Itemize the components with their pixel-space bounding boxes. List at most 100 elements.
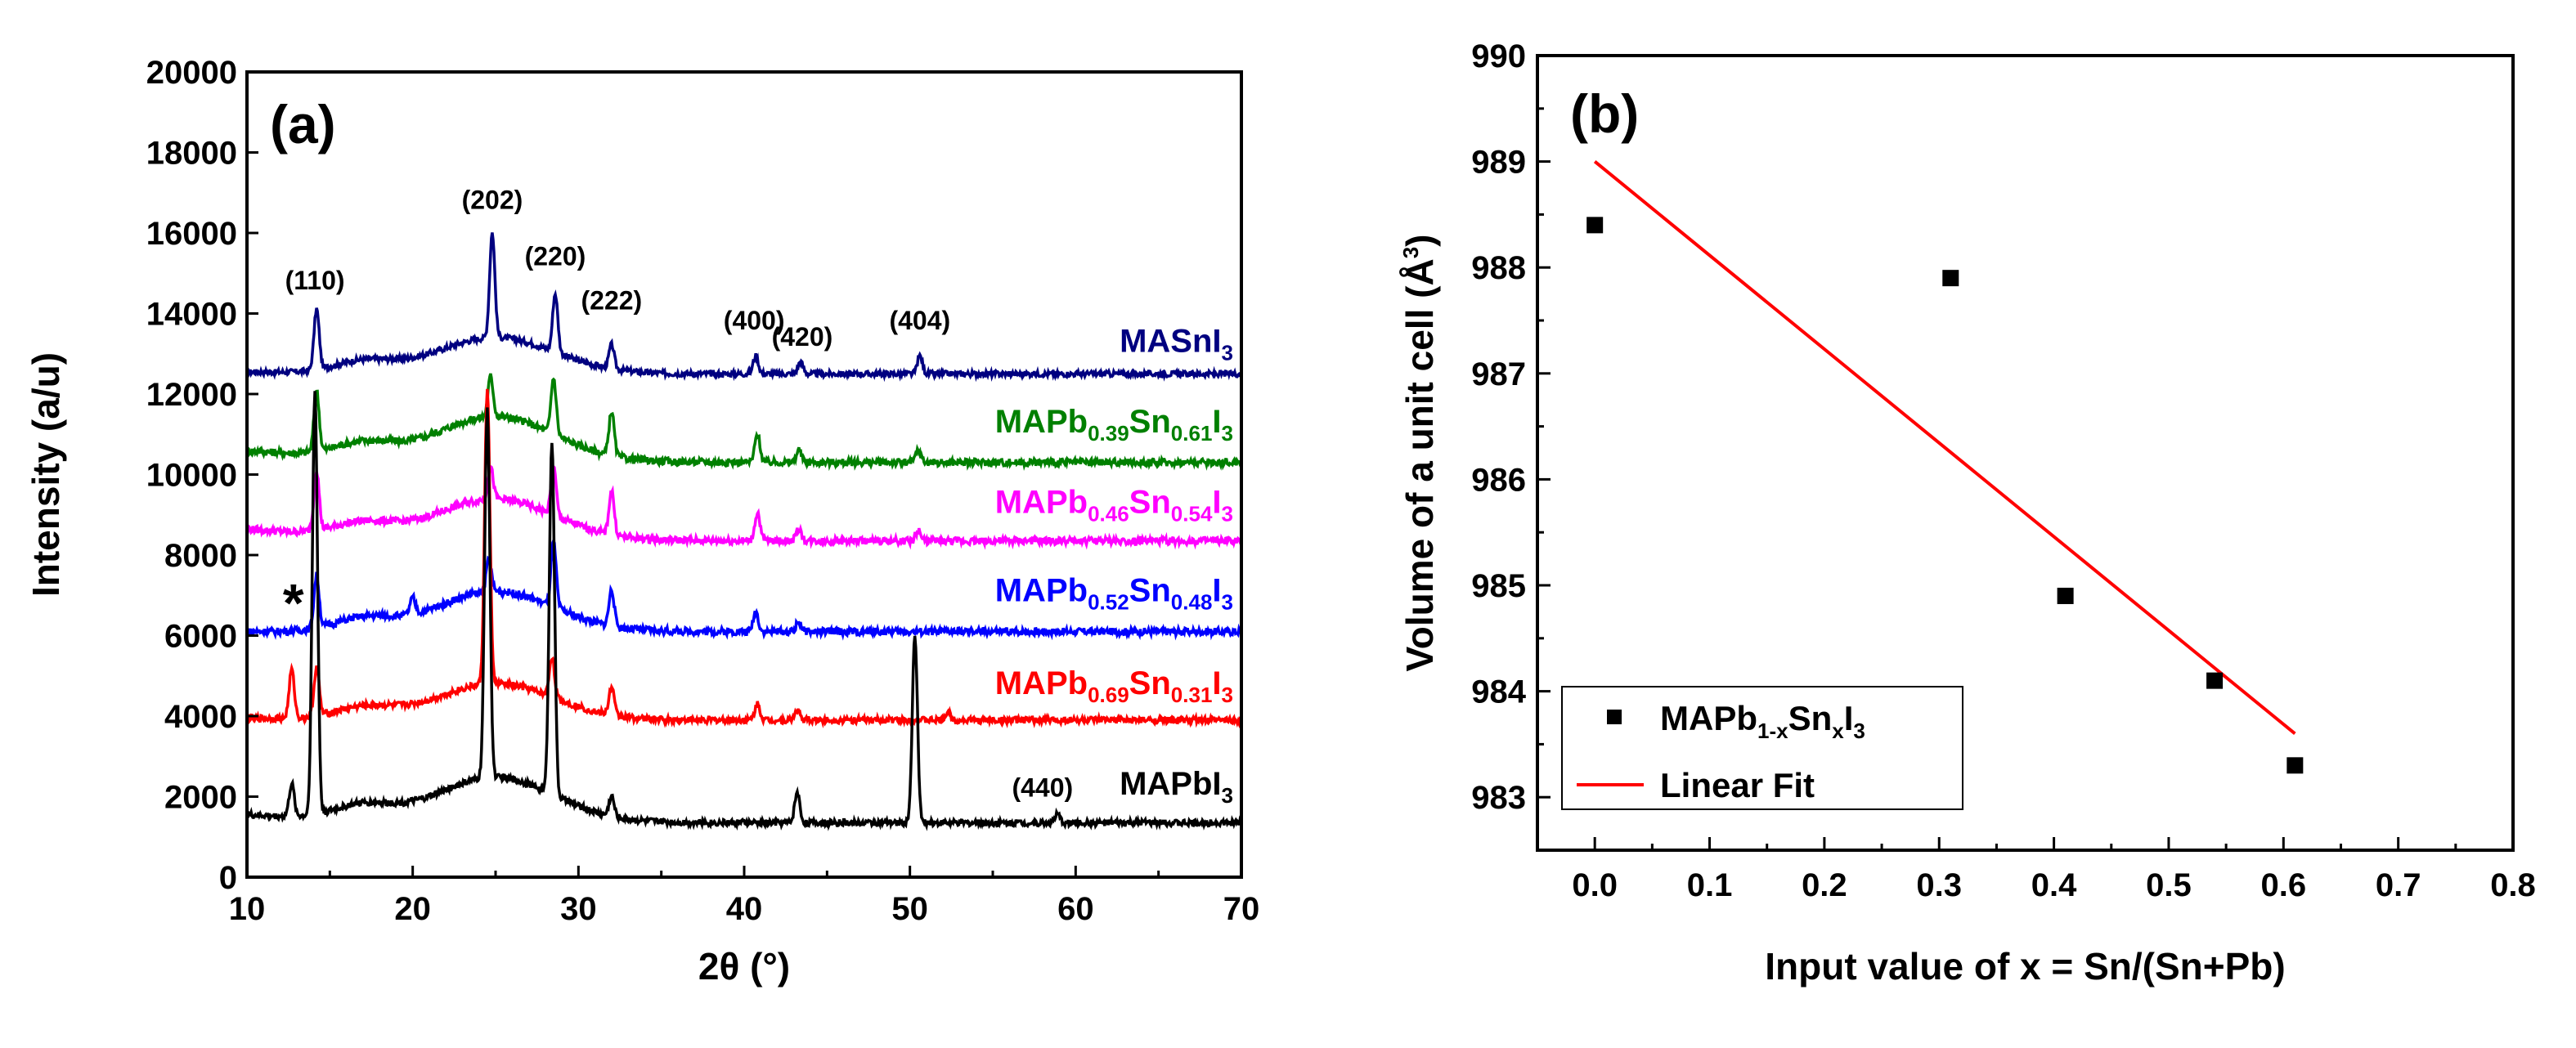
peak-label: (222) (581, 286, 643, 316)
series-label: MAPb0.46Sn0.54I3 (995, 484, 1233, 526)
y-axis-title-b: Volume of a unit cell (Å3) (1398, 235, 1441, 672)
linear-fit-line (1593, 160, 2296, 735)
peak-label: (400) (724, 306, 785, 335)
y-tick-label: 0 (219, 860, 237, 896)
x-tick-label: 0.0 (1572, 867, 1618, 903)
legend-label-points-part: MAPb (1660, 699, 1757, 737)
x-tick-label: 40 (726, 891, 763, 927)
y-tick-label: 14000 (146, 297, 237, 333)
data-point (1942, 270, 1959, 287)
legend-label-points-part: Sn (1788, 699, 1833, 737)
series-label-sub: 0.46 (1088, 501, 1129, 526)
series-label-part: I (1212, 404, 1221, 440)
series-label-part: Sn (1129, 484, 1171, 520)
legend-label-points-sub: 3 (1853, 719, 1865, 743)
y-title-end: ) (1398, 235, 1441, 247)
series-label: MAPbI3 (1120, 766, 1233, 808)
data-point (1586, 217, 1604, 234)
x-tick-label: 60 (1057, 891, 1094, 927)
x-axis-title-b: Input value of x = Sn/(Sn+Pb) (1765, 945, 2285, 988)
legend-label-points-sub: 1-x (1757, 719, 1788, 743)
series-label-sub: 0.69 (1088, 683, 1129, 707)
peak-label: (420) (772, 322, 833, 352)
y-tick-label: 18000 (146, 136, 237, 172)
series-label-sub: 3 (1222, 590, 1233, 615)
series-label: MAPb0.69Sn0.31I3 (995, 665, 1233, 707)
y-tick-label: 4000 (164, 699, 237, 735)
series-label-sub: 0.31 (1171, 683, 1213, 707)
x-tick-label: 0.1 (1687, 867, 1733, 903)
panel-b: 0.0 0.1 0.2 0.3 0.4 0.5 0.6 0.7 0.8 983 984 985 986 9… (1398, 38, 2536, 988)
xrd-trace-MAPb0.69Sn0.31I3 (245, 388, 1243, 729)
x-axis-title-a: 2θ (°) (698, 945, 790, 988)
peak-label: (202) (462, 185, 523, 214)
y-tick-label: 983 (1471, 780, 1526, 816)
y-title-sup: 3 (1398, 247, 1423, 258)
series-label-sub: 0.54 (1171, 501, 1213, 526)
x-tick-label: 0.7 (2376, 867, 2421, 903)
series-label-sub: 0.39 (1088, 421, 1129, 446)
series-label-part: I (1212, 665, 1221, 701)
series-label-sub: 0.48 (1171, 590, 1213, 615)
x-tick-label: 0.2 (1802, 867, 1847, 903)
peak-label: (220) (525, 241, 586, 271)
series-label-part: MAPb (995, 665, 1088, 701)
series-label-part: Sn (1129, 404, 1171, 440)
x-tick-label: 50 (891, 891, 928, 927)
series-label-part: MAPb (995, 573, 1088, 609)
peak-label: (404) (889, 306, 950, 335)
xrd-trace-MAPb0.39Sn0.61I3 (245, 373, 1243, 472)
y-tick-label: 988 (1471, 250, 1526, 286)
x-tick-label: 0.5 (2146, 867, 2192, 903)
data-point (2287, 757, 2304, 774)
data-point (2206, 672, 2224, 689)
plot-frame-b (1536, 54, 2515, 852)
peak-label: (110) (285, 266, 345, 295)
x-tick-label: 0.4 (2031, 867, 2077, 903)
series-label-sub: 3 (1222, 501, 1233, 526)
y-tick-label: 20000 (146, 55, 237, 91)
legend-label-points: MAPb1-xSnxI3 (1660, 699, 1865, 743)
y-tick-label: 12000 (146, 377, 237, 413)
y-tick-label: 8000 (164, 538, 237, 574)
legend-box (1561, 686, 1963, 810)
y-tick-label: 2000 (164, 780, 237, 816)
legend-marker-points (1607, 710, 1622, 724)
panel-a: 10 20 30 40 50 60 70 0 2000 4000 6000 8000 10000 1200… (25, 55, 1259, 988)
y-tick-label: 990 (1471, 38, 1526, 74)
y-tick-label: 989 (1471, 145, 1526, 181)
x-tick-label: 0.8 (2490, 867, 2536, 903)
plot-frame-a (245, 70, 1243, 879)
y-title-main: Volume of a unit cell (Å (1398, 258, 1441, 671)
series-label-part: MASnI (1120, 323, 1221, 359)
y-tick-label: 10000 (146, 458, 237, 494)
series-label-sub: 3 (1222, 783, 1233, 808)
y-tick-label: 6000 (164, 619, 237, 655)
panel-label-a: (a) (270, 94, 336, 155)
series-label-part: Sn (1129, 573, 1171, 609)
series-label-sub: 3 (1222, 683, 1233, 707)
asterisk-marker: * (283, 572, 304, 633)
data-point (2057, 587, 2074, 604)
y-tick-label: 986 (1471, 462, 1526, 498)
x-tick-label: 20 (394, 891, 431, 927)
series-label-sub: 0.52 (1088, 590, 1129, 615)
y-axis-title-a: Intensity (a/u) (25, 352, 67, 597)
series-label-part: I (1212, 573, 1221, 609)
y-tick-label: 16000 (146, 216, 237, 252)
y-tick-label: 984 (1471, 674, 1526, 710)
series-label-part: MAPb (995, 404, 1088, 440)
legend-label-points-part: I (1844, 699, 1854, 737)
xrd-trace-MAPbI3 (245, 391, 1243, 831)
x-tick-label: 0.3 (1916, 867, 1962, 903)
series-label-sub: 3 (1222, 340, 1233, 365)
series-label-part: Sn (1129, 665, 1171, 701)
x-tick-label: 0.6 (2260, 867, 2306, 903)
series-label: MASnI3 (1120, 323, 1233, 365)
series-label-sub: 0.61 (1171, 421, 1213, 446)
series-label-part: MAPb (995, 484, 1088, 520)
series-label-part: I (1212, 484, 1221, 520)
series-label: MAPb0.39Sn0.61I3 (995, 404, 1233, 446)
panel-label-b: (b) (1570, 83, 1639, 144)
legend: MAPb1-xSnxI3 Linear Fit (1561, 686, 1963, 810)
